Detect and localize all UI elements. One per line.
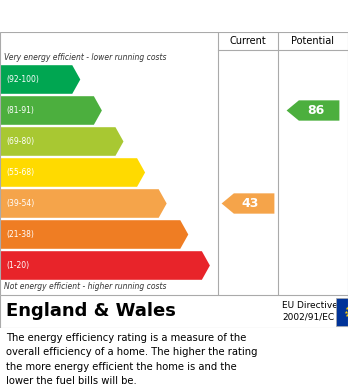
Text: Energy Efficiency Rating: Energy Efficiency Rating xyxy=(10,9,220,23)
Text: Current: Current xyxy=(230,36,266,46)
Text: B: B xyxy=(103,103,114,118)
Text: 43: 43 xyxy=(242,197,259,210)
Text: E: E xyxy=(168,196,178,211)
Text: (39-54): (39-54) xyxy=(6,199,34,208)
Text: (21-38): (21-38) xyxy=(6,230,34,239)
Text: Very energy efficient - lower running costs: Very energy efficient - lower running co… xyxy=(4,53,166,62)
Polygon shape xyxy=(1,158,145,187)
Polygon shape xyxy=(1,65,80,94)
Polygon shape xyxy=(1,96,102,125)
Text: F: F xyxy=(189,227,200,242)
Text: EU Directive
2002/91/EC: EU Directive 2002/91/EC xyxy=(282,301,338,322)
Polygon shape xyxy=(222,193,275,213)
Text: (69-80): (69-80) xyxy=(6,137,34,146)
Text: C: C xyxy=(125,134,136,149)
Polygon shape xyxy=(1,189,167,218)
Text: Not energy efficient - higher running costs: Not energy efficient - higher running co… xyxy=(4,282,166,291)
Text: D: D xyxy=(146,165,159,180)
Bar xyxy=(336,298,348,325)
Text: (81-91): (81-91) xyxy=(6,106,34,115)
Text: (92-100): (92-100) xyxy=(6,75,39,84)
Text: The energy efficiency rating is a measure of the
overall efficiency of a home. T: The energy efficiency rating is a measur… xyxy=(6,333,258,386)
Text: Potential: Potential xyxy=(292,36,334,46)
Polygon shape xyxy=(1,220,188,249)
Polygon shape xyxy=(1,251,210,280)
Text: G: G xyxy=(211,258,223,273)
Text: A: A xyxy=(81,72,93,87)
Polygon shape xyxy=(1,127,124,156)
Text: England & Wales: England & Wales xyxy=(6,303,176,321)
Text: (55-68): (55-68) xyxy=(6,168,34,177)
Text: (1-20): (1-20) xyxy=(6,261,29,270)
Text: 86: 86 xyxy=(307,104,324,117)
Polygon shape xyxy=(287,100,339,121)
